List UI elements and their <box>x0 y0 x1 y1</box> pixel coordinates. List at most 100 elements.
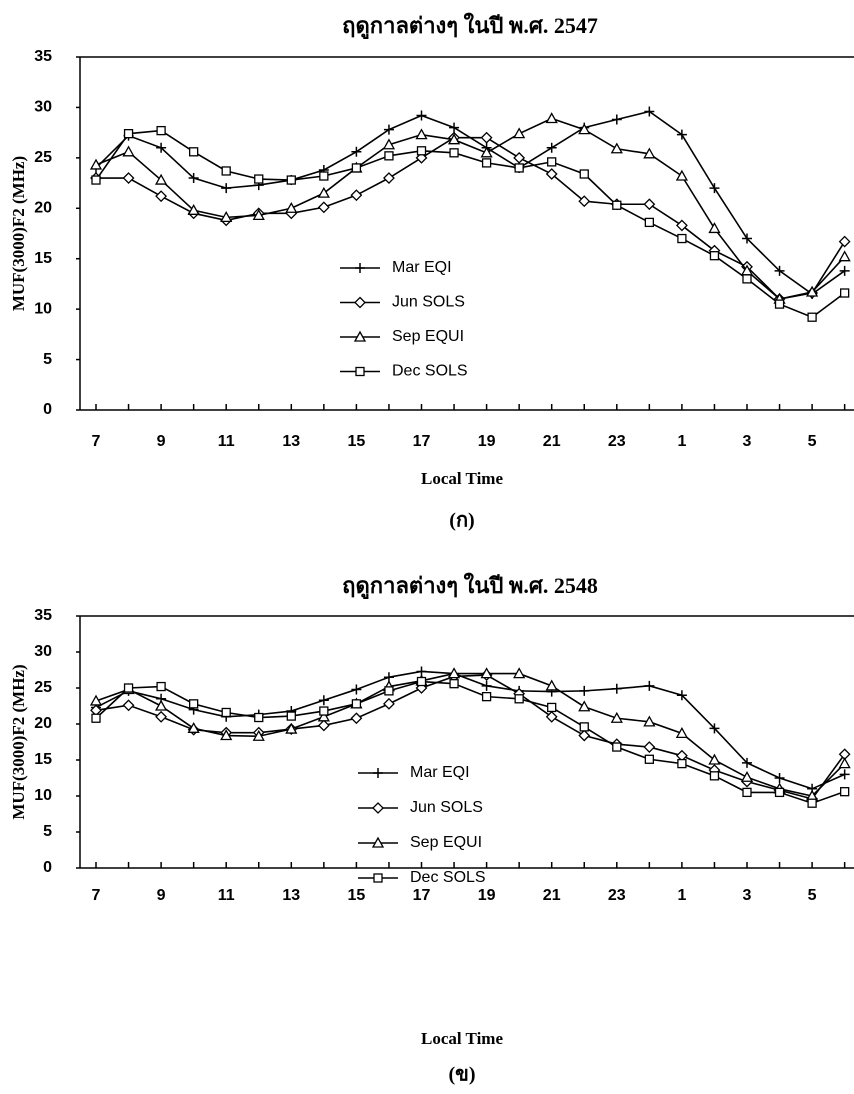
marker <box>578 123 591 135</box>
marker <box>742 757 752 768</box>
marker <box>838 235 851 248</box>
y-tick-label: 0 <box>43 859 52 876</box>
marker <box>480 146 493 158</box>
marker <box>644 680 655 691</box>
marker <box>546 142 557 153</box>
x-tick-label: 19 <box>478 887 496 904</box>
y-tick-label: 15 <box>34 751 52 768</box>
legend-label: Mar EQI <box>392 259 452 276</box>
marker <box>122 699 135 712</box>
marker <box>774 265 785 276</box>
y-tick-label: 25 <box>34 679 52 696</box>
marker <box>188 173 199 184</box>
marker <box>318 695 329 706</box>
marker <box>578 195 591 208</box>
marker <box>643 198 656 211</box>
series-line <box>95 129 846 319</box>
legend-marker <box>371 836 385 848</box>
marker <box>838 250 851 262</box>
y-tick-label: 15 <box>34 250 52 267</box>
x-tick-label: 21 <box>543 433 561 450</box>
series-line <box>96 136 846 300</box>
x-tick-label: 11 <box>218 887 235 904</box>
legend-label: Dec SOLS <box>392 363 468 380</box>
marker <box>547 702 557 713</box>
marker <box>774 787 785 798</box>
marker <box>187 203 200 215</box>
x-tick-label: 7 <box>92 887 101 904</box>
marker <box>481 680 492 691</box>
legend-marker <box>373 873 383 883</box>
marker <box>481 158 492 168</box>
marker <box>252 729 265 741</box>
marker <box>513 667 526 679</box>
marker <box>709 251 720 261</box>
x-tick-label: 17 <box>413 433 431 450</box>
legend-marker <box>355 366 365 377</box>
marker <box>351 699 362 709</box>
y-tick-label: 5 <box>43 823 52 840</box>
series-line <box>95 110 846 295</box>
marker <box>384 686 394 696</box>
marker <box>579 685 590 696</box>
y-tick-label: 10 <box>34 300 52 317</box>
marker <box>123 683 134 693</box>
x-tick-label: 9 <box>157 887 166 904</box>
marker <box>351 684 362 695</box>
y-tick-label: 30 <box>34 99 52 116</box>
marker <box>415 151 428 164</box>
y-tick-label: 35 <box>34 48 52 65</box>
x-tick-label: 17 <box>413 887 431 904</box>
y-tick-label: 20 <box>34 200 52 217</box>
marker <box>382 138 396 150</box>
y-tick-label: 10 <box>34 787 52 804</box>
y-tick-label: 5 <box>43 351 52 368</box>
marker <box>840 288 850 298</box>
marker <box>319 706 329 716</box>
chart-title: ฤดูกาลต่างๆ ในปี พ.ศ. 2547 <box>342 12 598 40</box>
x-tick-label: 15 <box>348 433 366 450</box>
marker <box>676 129 687 140</box>
marker <box>611 683 622 694</box>
marker <box>838 757 851 769</box>
x-tick-label: 5 <box>808 433 817 450</box>
x-tick-label: 23 <box>608 433 626 450</box>
y-axis-label: MUF(3000)F2 (MHz) <box>9 664 28 819</box>
marker <box>709 723 720 734</box>
x-tick-label: 15 <box>348 887 366 904</box>
x-tick-label: 5 <box>808 887 817 904</box>
marker <box>708 753 721 765</box>
marker <box>578 729 591 742</box>
marker <box>708 222 721 234</box>
marker <box>805 285 819 297</box>
marker <box>220 729 233 741</box>
marker <box>122 145 135 157</box>
marker <box>643 741 656 753</box>
marker <box>449 679 459 689</box>
marker <box>252 209 265 220</box>
marker <box>807 312 817 322</box>
marker <box>774 773 785 783</box>
marker <box>677 233 687 244</box>
marker <box>155 190 168 203</box>
marker <box>187 721 200 733</box>
marker <box>545 710 558 723</box>
marker <box>89 158 103 170</box>
y-tick-label: 35 <box>34 607 52 624</box>
x-axis-label: Local Time <box>421 1029 503 1048</box>
marker <box>481 691 492 702</box>
marker <box>319 171 329 181</box>
marker <box>514 163 524 173</box>
marker <box>188 699 199 709</box>
marker <box>840 787 850 797</box>
marker <box>221 707 231 718</box>
chart-title: ฤดูกาลต่างๆ ในปี พ.ศ. 2548 <box>342 572 598 600</box>
marker <box>643 715 656 727</box>
marker <box>612 742 622 752</box>
marker <box>545 679 558 691</box>
marker <box>286 711 296 721</box>
marker <box>644 217 654 228</box>
marker <box>644 754 654 764</box>
legend-label: Jun SOLS <box>392 294 465 311</box>
